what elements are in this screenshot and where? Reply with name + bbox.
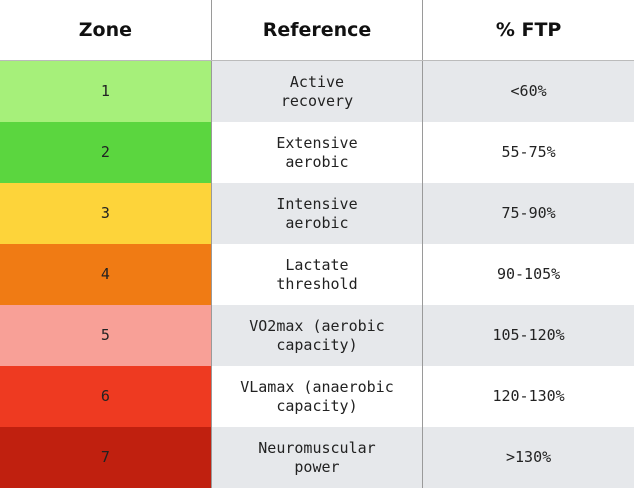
column-header: Reference [211, 0, 422, 61]
column-header: Zone [0, 0, 211, 61]
zone-cell: 6 [0, 366, 211, 427]
zone-cell: 2 [0, 122, 211, 183]
ftp-cell: 105-120% [423, 305, 634, 366]
ftp-cell: 55-75% [423, 122, 634, 183]
reference-cell: Neuromuscular power [211, 427, 422, 488]
reference-cell: VLamax (anaerobic capacity) [211, 366, 422, 427]
reference-cell: Active recovery [211, 61, 422, 123]
zone-cell: 3 [0, 183, 211, 244]
reference-cell: Extensive aerobic [211, 122, 422, 183]
ftp-cell: >130% [423, 427, 634, 488]
page: {"table": { "headers": ["Zone", "Referen… [0, 0, 634, 473]
ftp-cell: 75-90% [423, 183, 634, 244]
zone-cell: 1 [0, 61, 211, 123]
ftp-cell: 120-130% [423, 366, 634, 427]
reference-cell: VO2max (aerobic capacity) [211, 305, 422, 366]
zone-cell: 5 [0, 305, 211, 366]
reference-cell: Lactate threshold [211, 244, 422, 305]
ftp-cell: <60% [423, 61, 634, 123]
zone-cell: 4 [0, 244, 211, 305]
reference-cell: Intensive aerobic [211, 183, 422, 244]
column-header: % FTP [423, 0, 634, 61]
ftp-cell: 90-105% [423, 244, 634, 305]
zone-cell: 7 [0, 427, 211, 488]
